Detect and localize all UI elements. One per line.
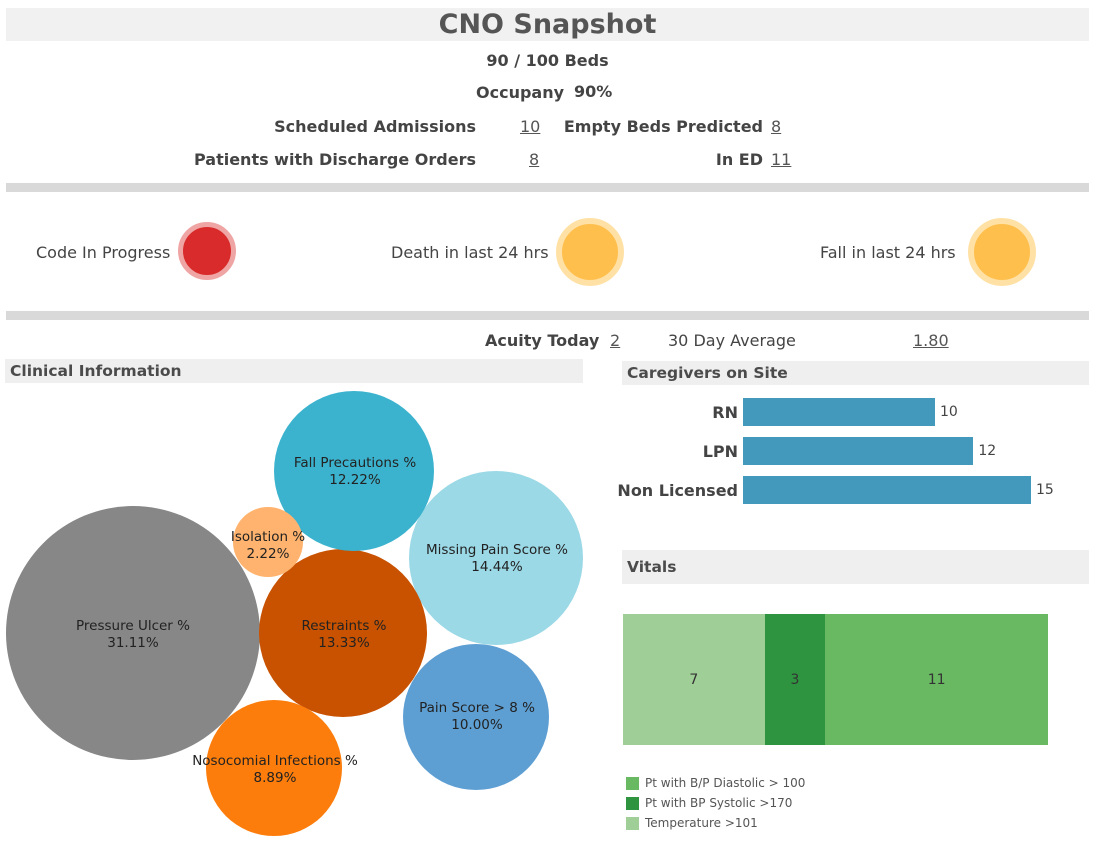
occupancy-value: 90% [574, 82, 613, 101]
bubble-value: 31.11% [107, 635, 159, 651]
bubble-label: Missing Pain Score % [426, 542, 568, 558]
scheduled-admissions-value[interactable]: 10 [520, 117, 541, 136]
bubble-value: 12.22% [329, 472, 381, 488]
divider [6, 183, 1089, 192]
bubble-nosocomial-infections[interactable]: Nosocomial Infections % 8.89% [192, 700, 358, 836]
vitals-header: Vitals [622, 550, 1089, 584]
bar-label-rn: RN [712, 403, 738, 422]
bubble-missing-pain-score[interactable]: Missing Pain Score % 14.44% [409, 471, 583, 645]
occupancy-label: Occupany [476, 83, 565, 102]
bubble-value: 13.33% [318, 635, 370, 651]
vitals-segment-value: 11 [927, 671, 946, 688]
fall-status-indicator[interactable] [968, 218, 1036, 286]
thirty-day-average-value[interactable]: 1.80 [913, 331, 949, 350]
clinical-bubble-chart: Pressure Ulcer % 31.11% Missing Pain Sco… [6, 391, 583, 836]
page-title: CNO Snapshot [438, 9, 657, 40]
bubble-pressure-ulcer[interactable]: Pressure Ulcer % 31.11% [6, 506, 260, 760]
legend-label-temperature[interactable]: Temperature >101 [645, 816, 758, 830]
bubble-value: 2.22% [247, 546, 290, 562]
vitals-segment-diastolic[interactable]: 11 [825, 614, 1048, 745]
bubble-label: Pressure Ulcer % [76, 618, 190, 634]
bar-non-licensed[interactable] [743, 476, 1031, 504]
legend-swatch [626, 777, 639, 790]
bar-rn[interactable] [743, 398, 935, 426]
fall-24hrs-label: Fall in last 24 hrs [820, 243, 956, 262]
bubble-value: 8.89% [254, 770, 297, 786]
title-bar [6, 8, 1089, 41]
bubble-pain-score-over-8[interactable]: Pain Score > 8 % 10.00% [403, 644, 549, 790]
empty-beds-value[interactable]: 8 [771, 117, 782, 136]
in-ed-label: In ED [715, 150, 763, 169]
vitals-segment-value: 3 [790, 671, 800, 688]
bubble-value: 10.00% [451, 717, 503, 733]
acuity-today-label: Acuity Today [485, 331, 600, 350]
bubble-fall-precautions[interactable]: Fall Precautions % 12.22% [274, 391, 434, 551]
divider [6, 311, 1089, 320]
bubble-isolation[interactable]: Isolation % 2.22% [231, 507, 305, 577]
bar-value-rn: 10 [940, 404, 958, 420]
thirty-day-average-label: 30 Day Average [668, 331, 796, 350]
vitals-segment-value: 7 [689, 671, 699, 688]
clinical-information-header: Clinical Information [5, 359, 583, 383]
bar-label-lpn: LPN [702, 442, 738, 461]
legend-swatch [626, 797, 639, 810]
bubble-label: Fall Precautions % [294, 455, 416, 471]
bubble-circle [206, 700, 342, 836]
scheduled-admissions-label: Scheduled Admissions [274, 117, 476, 136]
vitals-segment-temperature[interactable]: 7 [623, 614, 765, 745]
death-24hrs-label: Death in last 24 hrs [391, 243, 549, 262]
empty-beds-label: Empty Beds Predicted [563, 117, 763, 136]
legend-label-diastolic[interactable]: Pt with B/P Diastolic > 100 [645, 776, 806, 790]
bar-value-lpn: 12 [978, 443, 997, 459]
vitals-stacked-bar: 7 3 11 [623, 614, 1048, 745]
bubble-circle [233, 507, 303, 577]
acuity-today-value[interactable]: 2 [610, 331, 621, 350]
bubble-label: Pain Score > 8 % [419, 700, 535, 716]
vitals-segment-systolic[interactable]: 3 [764, 614, 826, 745]
bubble-value: 14.44% [471, 559, 523, 575]
bubble-label: Restraints % [302, 618, 387, 634]
bubble-circle [6, 506, 260, 760]
discharge-orders-value[interactable]: 8 [529, 150, 540, 169]
bar-lpn[interactable] [743, 437, 974, 465]
caregivers-header: Caregivers on Site [622, 361, 1089, 385]
bar-value-non-licensed: 15 [1036, 482, 1054, 498]
legend-label-systolic[interactable]: Pt with BP Systolic >170 [645, 796, 793, 810]
code-in-progress-label: Code In Progress [36, 243, 171, 262]
bar-label-non-licensed: Non Licensed [617, 481, 738, 500]
bubble-label: Isolation % [231, 529, 305, 545]
bubble-circle [409, 471, 583, 645]
in-ed-value[interactable]: 11 [771, 150, 792, 169]
death-status-indicator[interactable] [556, 218, 624, 286]
bubble-circle [274, 391, 434, 551]
legend-swatch [626, 817, 639, 830]
bubble-restraints[interactable]: Restraints % 13.33% [259, 549, 427, 717]
bubble-label: Nosocomial Infections % [192, 753, 358, 769]
bubble-circle [259, 549, 427, 717]
bubble-circle [403, 644, 549, 790]
beds-count: 90 / 100 Beds [486, 51, 609, 70]
discharge-orders-label: Patients with Discharge Orders [193, 150, 476, 169]
code-status-indicator[interactable] [178, 222, 236, 280]
